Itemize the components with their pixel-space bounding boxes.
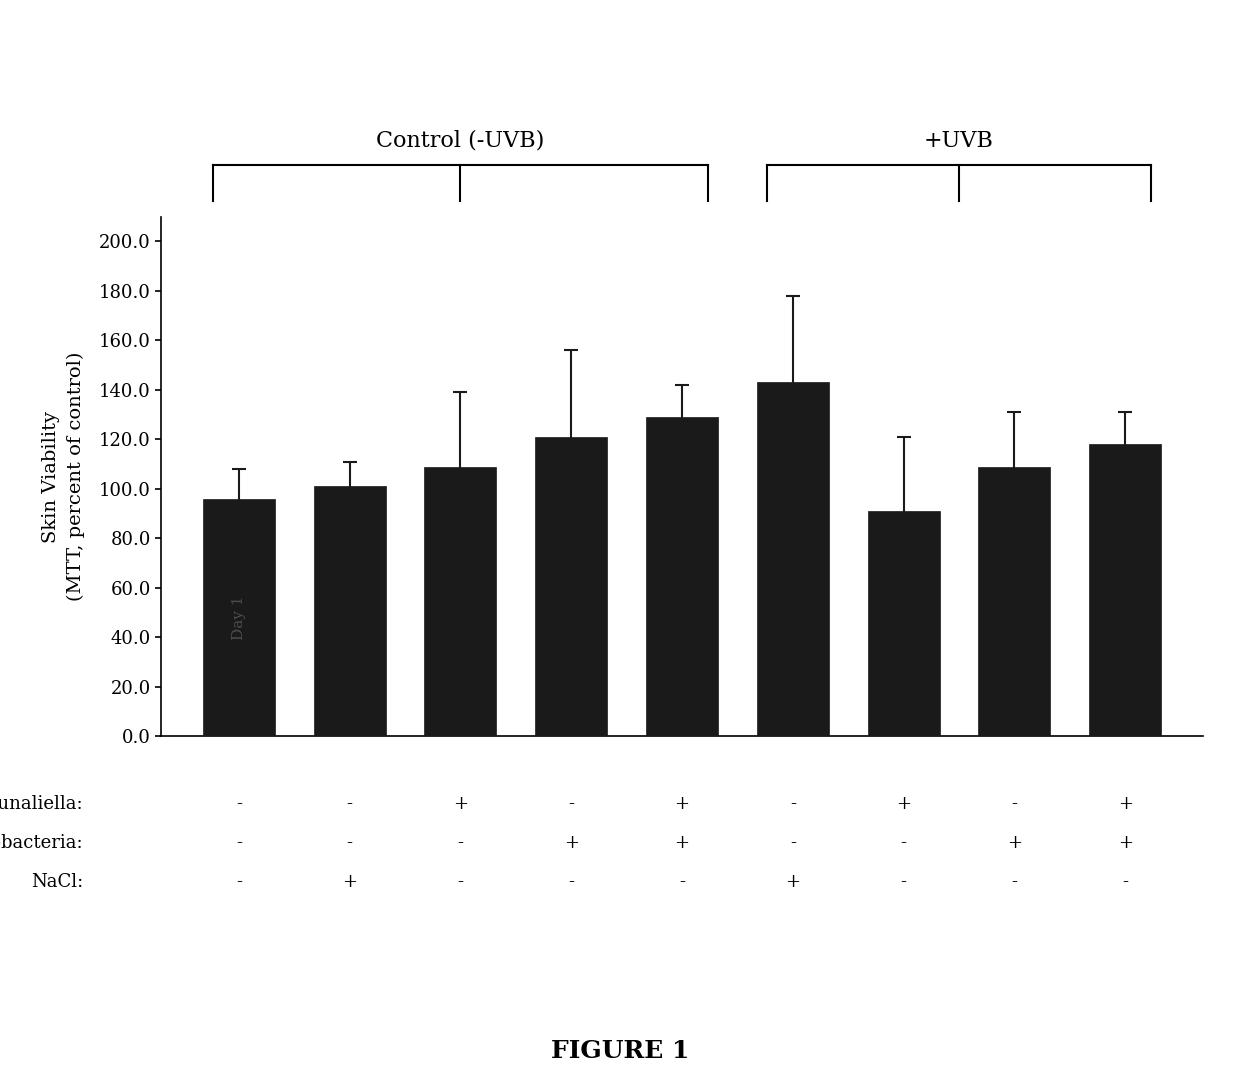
Text: -: - <box>236 795 242 813</box>
Text: -: - <box>680 873 684 891</box>
Text: Day 1: Day 1 <box>232 596 246 640</box>
Bar <box>756 382 828 736</box>
Text: +: + <box>785 873 800 891</box>
Text: -: - <box>458 873 464 891</box>
Bar <box>646 417 718 736</box>
Text: -: - <box>790 834 796 852</box>
Text: -: - <box>346 795 352 813</box>
Bar <box>536 436 608 736</box>
Text: Halobacteria:: Halobacteria: <box>0 834 83 852</box>
Bar <box>424 467 496 736</box>
Text: -: - <box>346 834 352 852</box>
Text: +: + <box>1007 834 1022 852</box>
Text: +: + <box>342 873 357 891</box>
Text: +: + <box>1117 795 1132 813</box>
Text: +: + <box>675 834 689 852</box>
Bar <box>314 486 386 736</box>
Text: NaCl:: NaCl: <box>31 873 83 891</box>
Text: +: + <box>897 795 911 813</box>
Bar <box>868 511 940 736</box>
Text: +: + <box>564 834 579 852</box>
Text: -: - <box>458 834 464 852</box>
Text: -: - <box>236 873 242 891</box>
Text: +: + <box>1117 834 1132 852</box>
Text: -: - <box>1122 873 1128 891</box>
Text: +: + <box>675 795 689 813</box>
Bar <box>1089 444 1161 736</box>
Text: -: - <box>1012 873 1018 891</box>
Text: -: - <box>790 795 796 813</box>
Text: FIGURE 1: FIGURE 1 <box>551 1039 689 1062</box>
Text: Control (-UVB): Control (-UVB) <box>376 130 544 152</box>
Text: +UVB: +UVB <box>924 130 994 152</box>
Text: +: + <box>453 795 467 813</box>
Text: -: - <box>236 834 242 852</box>
Text: -: - <box>568 873 574 891</box>
Text: -: - <box>568 795 574 813</box>
Bar <box>203 499 275 736</box>
Y-axis label: Skin Viability
(MTT, percent of control): Skin Viability (MTT, percent of control) <box>42 352 86 601</box>
Bar <box>978 467 1050 736</box>
Text: -: - <box>1012 795 1018 813</box>
Text: Dunaliella:: Dunaliella: <box>0 795 83 813</box>
Text: -: - <box>900 873 906 891</box>
Text: -: - <box>900 834 906 852</box>
